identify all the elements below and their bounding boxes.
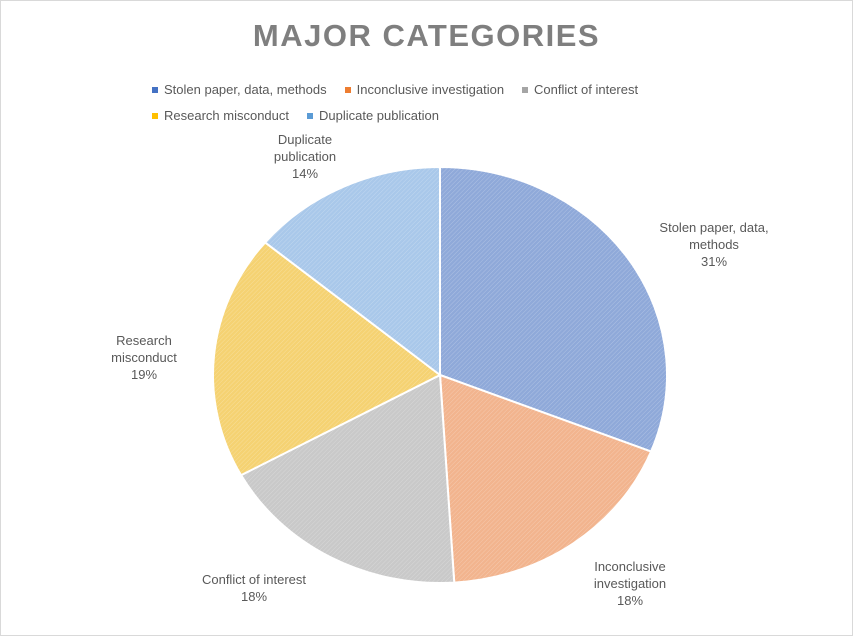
slice-data-label-line: 19% — [131, 367, 157, 382]
legend-label: Conflict of interest — [534, 82, 639, 97]
slice-data-label: Stolen paper, data, methods 31% — [659, 220, 768, 269]
slice-data-label-line: Stolen paper, data, — [659, 220, 768, 235]
pie-slice-texture — [440, 167, 668, 452]
legend-swatch — [152, 112, 158, 119]
legend-label: Stolen paper, data, methods — [164, 82, 327, 97]
legend-swatch — [522, 86, 529, 93]
slice-data-label-line: 18% — [241, 589, 267, 604]
slice-data-label: Inconclusive investigation 18% — [594, 559, 666, 608]
pie-slice-texture — [213, 242, 440, 476]
slice-data-label: Conflict of interest 18% — [202, 572, 306, 604]
legend-item: Research misconduct — [152, 108, 289, 123]
legend-label: Research misconduct — [164, 108, 289, 123]
slice-data-label: Duplicate publication 14% — [274, 132, 336, 181]
pie-slice-texture — [265, 167, 440, 375]
slice-data-label-line: Duplicate — [278, 132, 332, 147]
slice-data-label-line: publication — [274, 149, 336, 164]
legend-row-2: Research misconduct Duplicate publicatio… — [152, 108, 457, 123]
slice-data-label-line: Inconclusive — [594, 559, 666, 574]
slice-data-label-line: 14% — [292, 166, 318, 181]
legend-swatch — [152, 86, 158, 93]
legend-row-1: Stolen paper, data, methods Inconclusive… — [152, 82, 656, 97]
legend-item: Conflict of interest — [522, 82, 638, 97]
pie-slice-texture — [440, 375, 652, 583]
slice-data-label: Research misconduct 19% — [111, 333, 177, 382]
slice-data-label-line: 18% — [617, 593, 643, 608]
legend-item: Duplicate publication — [307, 108, 439, 123]
legend-item: Inconclusive investigation — [344, 82, 505, 97]
slice-data-label-line: 31% — [701, 254, 727, 269]
pie-data-labels: Stolen paper, data, methods 31% Inconclusiv… — [111, 132, 768, 608]
chart-title: MAJOR CATEGORIES — [252, 18, 601, 53]
slice-data-label-line: misconduct — [111, 350, 177, 365]
legend-label: Duplicate publication — [319, 108, 439, 123]
pie-slices — [212, 165, 669, 584]
legend-swatch — [344, 86, 351, 93]
slice-data-label-line: Research — [116, 333, 172, 348]
slice-data-label-line: Conflict of interest — [202, 572, 306, 587]
legend-label: Inconclusive investigation — [356, 82, 505, 97]
slice-data-label-line: investigation — [594, 576, 666, 591]
legend-item: Stolen paper, data, methods — [152, 82, 327, 97]
slice-data-label-line: methods — [689, 237, 739, 252]
pie-slice-texture — [241, 375, 455, 583]
legend-swatch — [307, 112, 313, 119]
